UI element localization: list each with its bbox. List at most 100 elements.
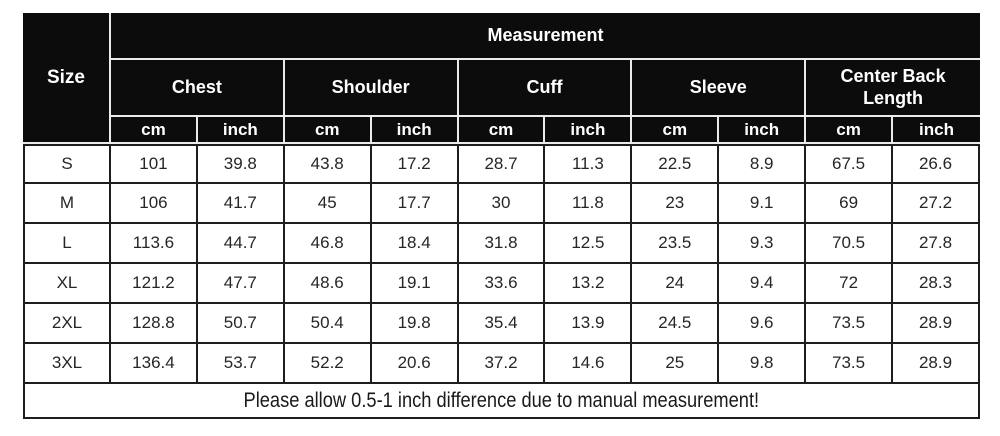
- value-cell: 46.8: [284, 224, 372, 264]
- size-cell: M: [23, 184, 111, 224]
- value-cell: 14.6: [545, 344, 633, 384]
- footer-row: Please allow 0.5-1 inch difference due t…: [23, 384, 980, 419]
- unit-header-cm: cm: [284, 117, 372, 144]
- value-cell: 37.2: [458, 344, 546, 384]
- measurement-header-row: Size Measurement: [23, 13, 980, 144]
- value-cell: 48.6: [284, 264, 372, 304]
- table-header: Size Measurement Chest Shoulder Cuff Sleeve…: [23, 13, 980, 144]
- value-cell: 41.7: [197, 184, 285, 224]
- size-cell: L: [23, 224, 111, 264]
- value-cell: 9.3: [719, 224, 807, 264]
- category-label: Sleeve: [689, 76, 747, 97]
- value-cell: 28.3: [893, 264, 980, 304]
- value-cell: 18.4: [371, 224, 459, 264]
- footer-note-cell: Please allow 0.5-1 inch difference due t…: [23, 384, 980, 419]
- measurement-header: Measurement: [111, 13, 980, 60]
- size-cell: S: [23, 144, 111, 184]
- value-cell: 31.8: [458, 224, 546, 264]
- value-cell: 72: [806, 264, 894, 304]
- value-cell: 73.5: [806, 304, 894, 344]
- value-cell: 52.2: [284, 344, 372, 384]
- size-cell: XL: [23, 264, 111, 304]
- value-cell: 11.3: [545, 144, 633, 184]
- size-measurement-table: Size Measurement Chest Shoulder Cuff Sleeve…: [23, 13, 980, 419]
- value-cell: 22.5: [632, 144, 720, 184]
- table-footer: Please allow 0.5-1 inch difference due t…: [23, 384, 980, 419]
- category-header-row: Chest Shoulder Cuff Sleeve Center Back Lengt…: [23, 60, 980, 117]
- size-column-header: Size: [23, 13, 111, 144]
- unit-header-inch: inch: [197, 117, 285, 144]
- value-cell: 13.2: [545, 264, 633, 304]
- value-cell: 69: [806, 184, 894, 224]
- value-cell: 9.6: [719, 304, 807, 344]
- table-body: S 101 39.8 43.8 17.2 28.7 11.3 22.5 8.9 67.5 26.6 M…: [23, 144, 980, 384]
- value-cell: 50.4: [284, 304, 372, 344]
- value-cell: 13.9: [545, 304, 633, 344]
- value-cell: 39.8: [197, 144, 285, 184]
- unit-header-cm: cm: [632, 117, 720, 144]
- table-row-3xl: 3XL 136.4 53.7 52.2 20.6 37.2 14.6 25 9.8 73.5 28.…: [23, 344, 980, 384]
- table-row-s: S 101 39.8 43.8 17.2 28.7 11.3 22.5 8.9 67.5 26.6: [23, 144, 980, 184]
- category-header-center-back-length: Center Back Length: [806, 60, 980, 117]
- value-cell: 106: [111, 184, 198, 224]
- value-cell: 23.5: [632, 224, 720, 264]
- unit-header-inch: inch: [545, 117, 633, 144]
- table-row-xl: XL 121.2 47.7 48.6 19.1 33.6 13.2 24 9.4 72 28.3: [23, 264, 980, 304]
- value-cell: 44.7: [197, 224, 285, 264]
- value-cell: 9.1: [719, 184, 807, 224]
- value-cell: 17.7: [371, 184, 459, 224]
- footer-note-text: Please allow 0.5-1 inch difference due t…: [243, 388, 760, 412]
- size-cell: 3XL: [23, 344, 111, 384]
- unit-header-cm: cm: [806, 117, 894, 144]
- value-cell: 53.7: [197, 344, 285, 384]
- value-cell: 20.6: [371, 344, 459, 384]
- table-row-l: L 113.6 44.7 46.8 18.4 31.8 12.5 23.5 9.3 70.5 27.…: [23, 224, 980, 264]
- value-cell: 33.6: [458, 264, 546, 304]
- value-cell: 24: [632, 264, 720, 304]
- value-cell: 45: [284, 184, 372, 224]
- unit-header-inch: inch: [371, 117, 459, 144]
- value-cell: 23: [632, 184, 720, 224]
- category-header-shoulder: Shoulder: [284, 60, 459, 117]
- category-label: Cuff: [526, 76, 563, 97]
- value-cell: 128.8: [111, 304, 198, 344]
- value-cell: 28.7: [458, 144, 546, 184]
- value-cell: 136.4: [111, 344, 198, 384]
- value-cell: 73.5: [806, 344, 894, 384]
- value-cell: 28.9: [893, 304, 980, 344]
- value-cell: 19.8: [371, 304, 459, 344]
- unit-header-cm: cm: [111, 117, 198, 144]
- value-cell: 47.7: [197, 264, 285, 304]
- size-cell: 2XL: [23, 304, 111, 344]
- value-cell: 27.8: [893, 224, 980, 264]
- unit-header-inch: inch: [893, 117, 980, 144]
- unit-header-inch: inch: [719, 117, 807, 144]
- value-cell: 11.8: [545, 184, 633, 224]
- table-row-m: M 106 41.7 45 17.7 30 11.8 23 9.1 69 27.2: [23, 184, 980, 224]
- value-cell: 24.5: [632, 304, 720, 344]
- category-label: Shoulder: [331, 76, 410, 97]
- value-cell: 9.4: [719, 264, 807, 304]
- value-cell: 19.1: [371, 264, 459, 304]
- category-header-sleeve: Sleeve: [632, 60, 807, 117]
- value-cell: 12.5: [545, 224, 633, 264]
- category-label: Chest: [171, 76, 222, 97]
- table-row-2xl: 2XL 128.8 50.7 50.4 19.8 35.4 13.9 24.5 9.6 73.5 2…: [23, 304, 980, 344]
- category-label: Center Back Length: [840, 65, 946, 108]
- value-cell: 43.8: [284, 144, 372, 184]
- value-cell: 26.6: [893, 144, 980, 184]
- unit-header-cm: cm: [458, 117, 546, 144]
- category-header-chest: Chest: [111, 60, 285, 117]
- value-cell: 30: [458, 184, 546, 224]
- value-cell: 101: [111, 144, 198, 184]
- value-cell: 70.5: [806, 224, 894, 264]
- value-cell: 121.2: [111, 264, 198, 304]
- value-cell: 50.7: [197, 304, 285, 344]
- unit-header-row: cm inch cm inch cm inch cm inch cm inch: [23, 117, 980, 144]
- value-cell: 113.6: [111, 224, 198, 264]
- value-cell: 67.5: [806, 144, 894, 184]
- value-cell: 25: [632, 344, 720, 384]
- value-cell: 35.4: [458, 304, 546, 344]
- category-header-cuff: Cuff: [458, 60, 633, 117]
